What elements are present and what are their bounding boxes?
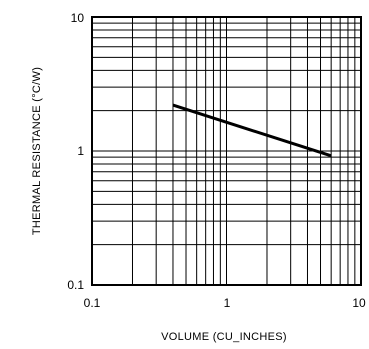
y-tick-label-top: 10	[71, 11, 85, 25]
x-tick-label-right: 10	[352, 296, 366, 310]
y-tick-label-bottom: 0.1	[67, 278, 84, 292]
x-axis-title: VOLUME (CU_INCHES)	[161, 331, 287, 343]
x-tick-label-mid: 1	[224, 296, 231, 310]
series-group	[172, 103, 332, 158]
x-tick-label-left: 0.1	[84, 296, 101, 310]
y-tick-label-mid: 1	[77, 144, 84, 158]
series-line-segment	[172, 103, 332, 158]
y-axis-title: THERMAL RESISTANCE (°C/W)	[31, 67, 43, 235]
plot-frame	[91, 16, 362, 286]
